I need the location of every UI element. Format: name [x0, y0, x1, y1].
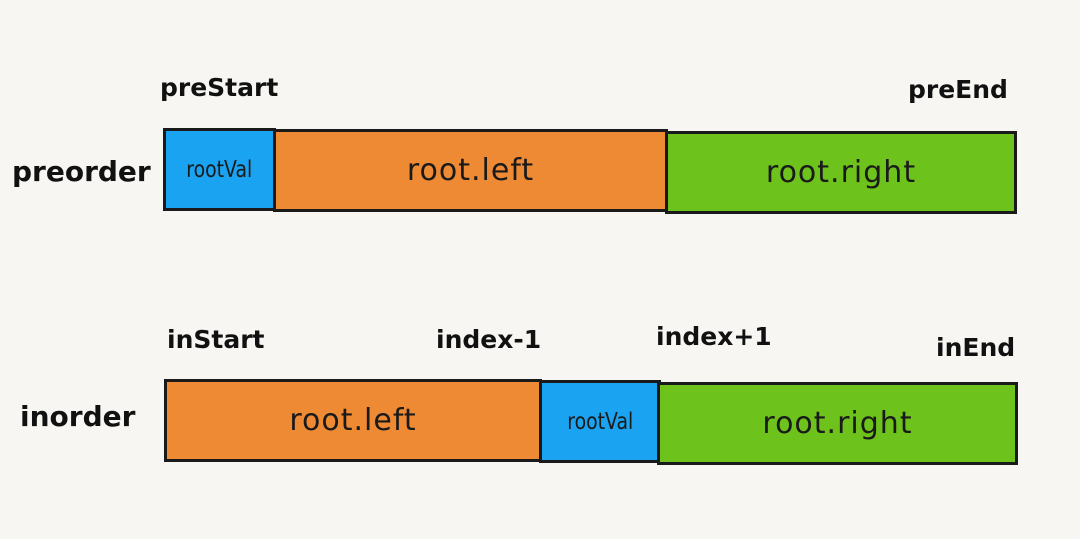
index-minus-one-label: index-1 — [436, 325, 542, 354]
preorder-root-left-segment: root.left — [273, 129, 668, 212]
preorder-rootval-label: rootVal — [186, 156, 253, 183]
preend-label: preEnd — [908, 75, 1008, 104]
instart-label: inStart — [167, 325, 265, 354]
inend-label: inEnd — [936, 333, 1016, 362]
index-plus-one-label: index+1 — [656, 322, 772, 351]
inorder-row-label: inorder — [20, 400, 136, 433]
inorder-rootval-segment: rootVal — [539, 380, 661, 463]
preorder-root-left-label: root.left — [406, 153, 535, 188]
preorder-rootval-segment: rootVal — [163, 128, 276, 211]
inorder-root-right-segment: root.right — [657, 382, 1018, 465]
inorder-rootval-label: rootVal — [566, 408, 634, 435]
prestart-label: preStart — [160, 73, 279, 102]
inorder-root-left-label: root.left — [289, 403, 417, 438]
preorder-row-label: preorder — [12, 155, 151, 188]
inorder-root-left-segment: root.left — [164, 379, 542, 462]
preorder-root-right-label: root.right — [765, 155, 917, 190]
preorder-root-right-segment: root.right — [665, 131, 1017, 214]
inorder-root-right-label: root.right — [762, 406, 913, 441]
